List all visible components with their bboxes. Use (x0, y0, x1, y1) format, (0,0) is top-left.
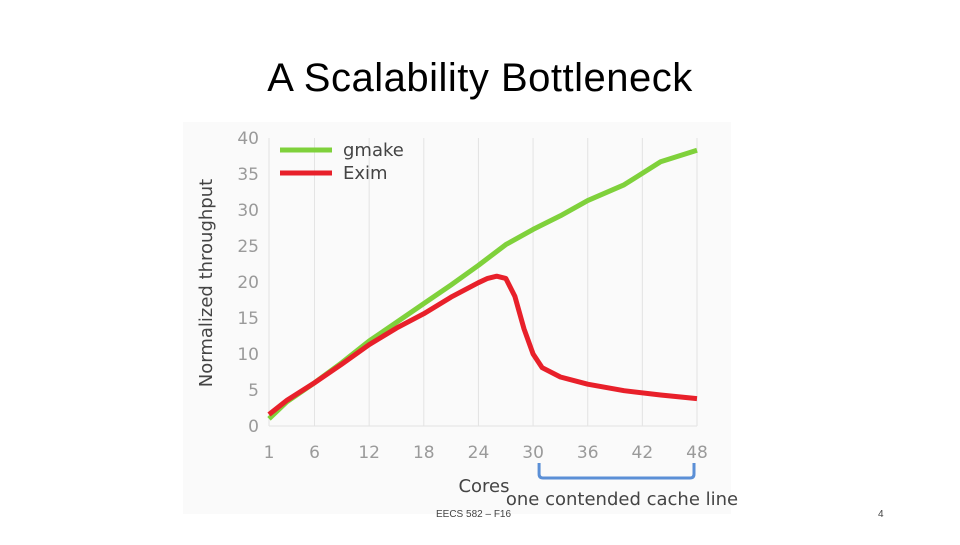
y-tick-label: 0 (248, 417, 259, 437)
legend-label-exim: Exim (343, 163, 388, 184)
x-tick-label: 1 (264, 443, 275, 463)
y-tick-label: 5 (248, 381, 259, 401)
series-line-exim (267, 273, 698, 417)
legend-label-gmake: gmake (343, 140, 404, 161)
footer-course: EECS 582 – F16 (436, 509, 512, 520)
x-tick-label: 24 (468, 443, 490, 463)
x-tick-label: 18 (413, 443, 435, 463)
x-tick-label: 48 (686, 443, 708, 463)
y-tick-label: 20 (237, 273, 259, 293)
y-tick-label: 25 (237, 237, 259, 257)
x-tick-label: 36 (577, 443, 599, 463)
x-axis-label: Cores (458, 476, 509, 497)
tick-layer: 1 6 12 18 24 30 36 42 48 0 5 10 15 20 25 30 35 40 (237, 129, 707, 463)
x-tick-label: 42 (632, 443, 654, 463)
x-tick-label: 30 (522, 443, 544, 463)
annotation-text: one contended cache line (506, 489, 738, 510)
y-axis-label: Normalized throughput (196, 179, 217, 387)
y-tick-label: 15 (237, 309, 259, 329)
chart-background (183, 122, 731, 514)
annotation-bracket (537, 463, 696, 480)
x-tick-label: 6 (309, 443, 320, 463)
y-tick-label: 35 (237, 165, 259, 185)
x-tick-label: 12 (358, 443, 380, 463)
page-number: 4 (878, 509, 884, 520)
y-tick-label: 30 (237, 201, 259, 221)
y-tick-label: 40 (237, 129, 259, 149)
annotation: one contended cache line (506, 463, 738, 510)
series-layer (267, 147, 698, 421)
slide-title: A Scalability Bottleneck (267, 56, 693, 100)
grid-layer (268, 138, 698, 427)
y-tick-label: 10 (237, 345, 259, 365)
